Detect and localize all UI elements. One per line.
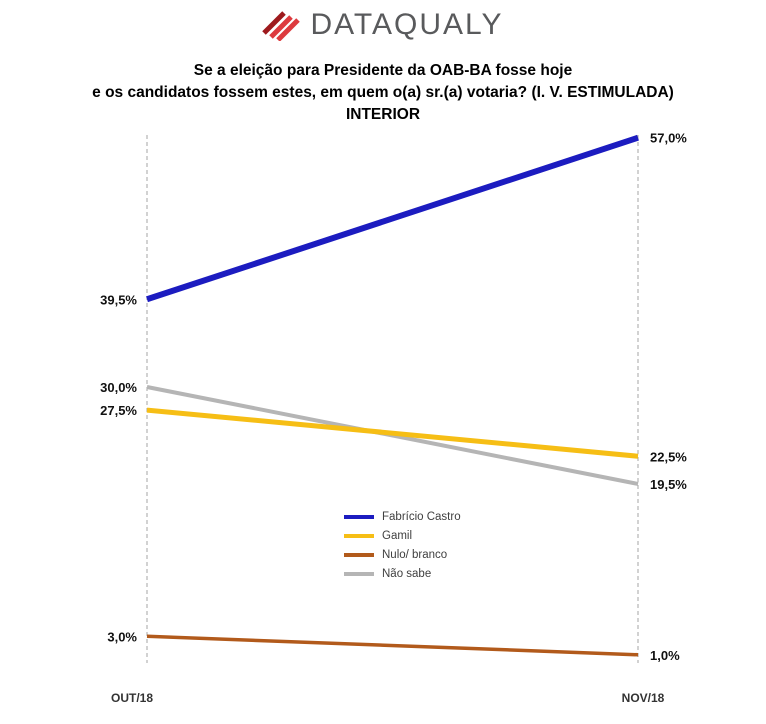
value-label-n-o-sabe-1: 19,5% (650, 477, 687, 492)
legend-label: Gamil (382, 530, 413, 542)
legend-label: Nulo/ branco (382, 549, 448, 561)
chart-title: Se a eleição para Presidente da OAB-BA f… (0, 60, 766, 126)
series-line-n-o-sabe (146, 385, 639, 486)
series-line-gamil (146, 407, 639, 459)
legend-swatch (344, 534, 374, 538)
chart-title-line3: INTERIOR (345, 106, 421, 123)
legend-item-n-o-sabe: Não sabe (344, 567, 461, 581)
logo-text: DATAQUALY (310, 8, 504, 41)
logo: DATAQUALY (0, 8, 766, 42)
series-line-fabr-cio-castro (146, 134, 639, 303)
value-label-fabr-cio-castro-1: 57,0% (650, 131, 687, 146)
legend-item-fabr-cio-castro: Fabrício Castro (344, 510, 461, 524)
chart-title-line2: e os candidatos fossem estes, em quem o(… (92, 84, 674, 101)
value-label-n-o-sabe-0: 30,0% (100, 380, 137, 395)
legend-swatch (344, 515, 374, 519)
legend-item-nulo-branco: Nulo/ branco (344, 548, 461, 562)
legend-swatch (344, 553, 374, 557)
x-axis-label-out-18: OUT/18 (111, 691, 153, 705)
value-label-gamil-0: 27,5% (100, 403, 137, 418)
chart-title-line1: Se a eleição para Presidente da OAB-BA f… (193, 62, 573, 79)
legend-label: Fabrício Castro (382, 511, 461, 523)
legend-swatch (344, 572, 374, 576)
legend-label: Não sabe (382, 568, 432, 580)
value-label-gamil-1: 22,5% (650, 449, 687, 464)
value-label-nulo-branco-0: 3,0% (107, 629, 137, 644)
legend: Fabrício Castro Gamil Nulo/ branco Não sabe (344, 510, 461, 581)
x-axis-label-nov-18: NOV/18 (622, 691, 665, 705)
value-label-nulo-branco-1: 1,0% (650, 648, 680, 663)
legend-item-gamil: Gamil (344, 529, 461, 543)
value-label-fabr-cio-castro-0: 39,5% (100, 292, 137, 307)
series-line-nulo-branco (146, 634, 639, 657)
header: DATAQUALY (0, 0, 766, 42)
logo-icon (262, 11, 301, 41)
